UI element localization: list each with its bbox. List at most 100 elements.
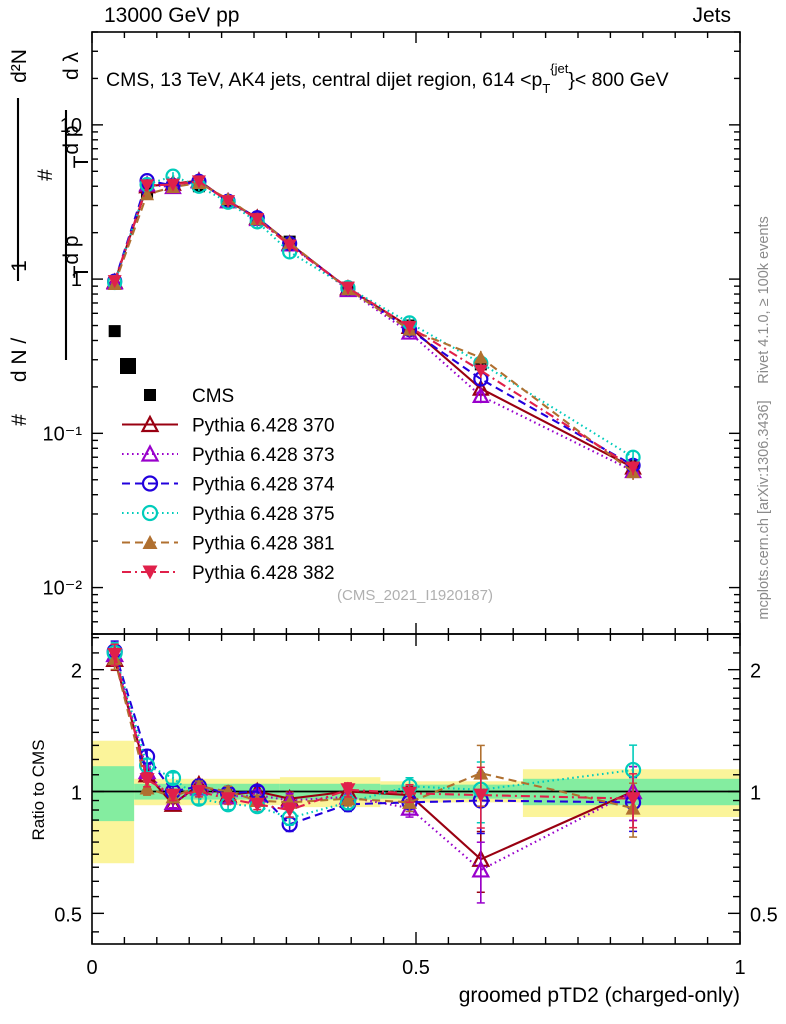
ratio-data-point bbox=[107, 648, 123, 663]
ratio-ylabel: Ratio to CMS bbox=[29, 739, 48, 840]
ylabel-dpt-1-sub: T bbox=[70, 155, 93, 168]
legend-marker bbox=[142, 565, 158, 580]
ratio-data-point bbox=[249, 797, 265, 812]
legend-entry-5[interactable]: Pythia 6.428 381 bbox=[122, 534, 335, 555]
data-point bbox=[166, 178, 180, 192]
ratio-data-point bbox=[220, 792, 236, 807]
ratio-panel: 2 2 1 1 0.5 0.5 0 0.5 1 Ratio to CMS bbox=[29, 633, 778, 979]
ylabel-dpt-2: d p bbox=[60, 235, 83, 264]
legend-label: Pythia 6.428 375 bbox=[192, 504, 335, 525]
ytick-label-main: 10⁻¹ bbox=[43, 423, 83, 445]
mcplots-source-label: mcplots.cern.ch [arXiv:1306.3436] bbox=[756, 400, 772, 619]
ylabel-hash-2: # bbox=[8, 414, 31, 426]
legend-label: Pythia 6.428 382 bbox=[192, 563, 335, 584]
ylabel-dpt-2-sub: T bbox=[70, 265, 93, 278]
main-series-group bbox=[105, 168, 642, 480]
side-annotations: Rivet 4.1.0, ≥ 100k events mcplots.cern.c… bbox=[756, 216, 772, 619]
ylabel-dpt-1: d p bbox=[60, 125, 83, 154]
legend-marker bbox=[142, 535, 158, 549]
ylabel-hash-1: # bbox=[34, 169, 57, 181]
xtick-label: 1 bbox=[734, 957, 745, 979]
plot-title-superscript: {jet bbox=[550, 61, 568, 76]
ylabel-dn: d N / bbox=[8, 338, 31, 383]
legend-marker bbox=[144, 389, 156, 401]
data-point bbox=[340, 281, 355, 295]
data-point bbox=[473, 350, 488, 364]
ylabel-numerator-1: d²N bbox=[8, 49, 31, 83]
legend-entry-1[interactable]: Pythia 6.428 370 bbox=[122, 414, 335, 437]
data-point bbox=[140, 179, 155, 193]
ratio-line bbox=[113, 654, 634, 812]
band-green bbox=[92, 766, 135, 822]
cms-first-point-marker bbox=[120, 358, 136, 374]
data-point bbox=[221, 195, 236, 209]
ylabel-numerator-2: d λ bbox=[60, 51, 83, 80]
legend-marker bbox=[140, 444, 160, 462]
legend-label: Pythia 6.428 374 bbox=[192, 475, 335, 496]
data-point bbox=[402, 320, 417, 334]
ylabel-one: 1 bbox=[8, 260, 31, 272]
ytick-label-main: 1 bbox=[71, 269, 82, 291]
legend-entry-3[interactable]: Pythia 6.428 374 bbox=[122, 475, 335, 496]
series-pythia-6-428-382 bbox=[107, 175, 641, 476]
legend-label: Pythia 6.428 381 bbox=[192, 534, 335, 555]
ratio-data-point bbox=[340, 783, 356, 798]
data-point bbox=[250, 213, 265, 227]
xtick-label: 0.5 bbox=[402, 957, 430, 979]
series-line bbox=[113, 181, 634, 474]
data-point bbox=[108, 325, 121, 338]
data-point bbox=[107, 275, 122, 289]
header-row: 13000 GeV pp Jets bbox=[104, 4, 731, 27]
rivet-version-label: Rivet 4.1.0, ≥ 100k events bbox=[756, 216, 772, 384]
legend-marker bbox=[140, 414, 160, 433]
xtick-label: 0 bbox=[86, 957, 97, 979]
ratio-data-point bbox=[625, 792, 641, 807]
plot-title-main: CMS, 13 TeV, AK4 jets, central dijet reg… bbox=[106, 69, 542, 91]
legend-label: Pythia 6.428 370 bbox=[192, 416, 335, 437]
header-process-label: Jets bbox=[692, 4, 731, 27]
plot-title-subscript: T bbox=[542, 81, 550, 96]
legend-label: Pythia 6.428 373 bbox=[192, 445, 335, 466]
data-point bbox=[471, 386, 490, 403]
ratio-data-point bbox=[165, 788, 181, 803]
ratio-data-point bbox=[473, 788, 489, 803]
header-beam-label: 13000 GeV pp bbox=[104, 4, 239, 27]
ratio-line bbox=[113, 652, 634, 820]
plot-title-group: CMS, 13 TeV, AK4 jets, central dijet reg… bbox=[106, 61, 669, 96]
ratio-data-point bbox=[402, 786, 418, 801]
data-point bbox=[626, 461, 641, 475]
ytick-label-ratio: 0.5 bbox=[54, 904, 82, 926]
ytick-label-ratio: 1 bbox=[71, 783, 82, 805]
plot-title: CMS, 13 TeV, AK4 jets, central dijet reg… bbox=[106, 61, 669, 96]
legend-entry-4[interactable]: Pythia 6.428 375 bbox=[122, 504, 335, 525]
legend-entry-2[interactable]: Pythia 6.428 373 bbox=[122, 444, 335, 466]
legend-entry-0[interactable]: CMS bbox=[144, 386, 234, 407]
ratio-data-point bbox=[164, 769, 182, 787]
ytick-label-ratio: 2 bbox=[71, 661, 82, 683]
ytick-label-ratio-right: 0.5 bbox=[750, 904, 778, 926]
legend-marker bbox=[141, 504, 159, 522]
xaxis-label: groomed pTD2 (charged-only) bbox=[459, 984, 740, 1007]
legend: CMS Pythia 6.428 370 Pythia 6.428 373 Pythi… bbox=[122, 386, 335, 584]
data-point bbox=[191, 175, 206, 189]
legend-entry-6[interactable]: Pythia 6.428 382 bbox=[122, 563, 335, 584]
data-point bbox=[282, 239, 297, 253]
data-point bbox=[140, 187, 155, 201]
ratio-series-pythia-6-428-382 bbox=[107, 643, 641, 829]
data-point bbox=[473, 364, 488, 378]
legend-marker bbox=[141, 475, 159, 492]
series-line bbox=[113, 175, 634, 459]
ytick-label-ratio-right: 2 bbox=[750, 661, 761, 683]
ytick-label-ratio-right: 1 bbox=[750, 783, 761, 805]
ratio-data-point bbox=[471, 860, 491, 878]
ratio-data-point bbox=[340, 791, 356, 806]
analysis-id-watermark: (CMS_2021_I1920187) bbox=[337, 587, 493, 604]
ratio-data-point bbox=[139, 773, 155, 788]
ratio-data-point bbox=[191, 785, 207, 800]
plot-title-tail: }< 800 GeV bbox=[568, 69, 668, 91]
legend-label: CMS bbox=[192, 386, 234, 407]
